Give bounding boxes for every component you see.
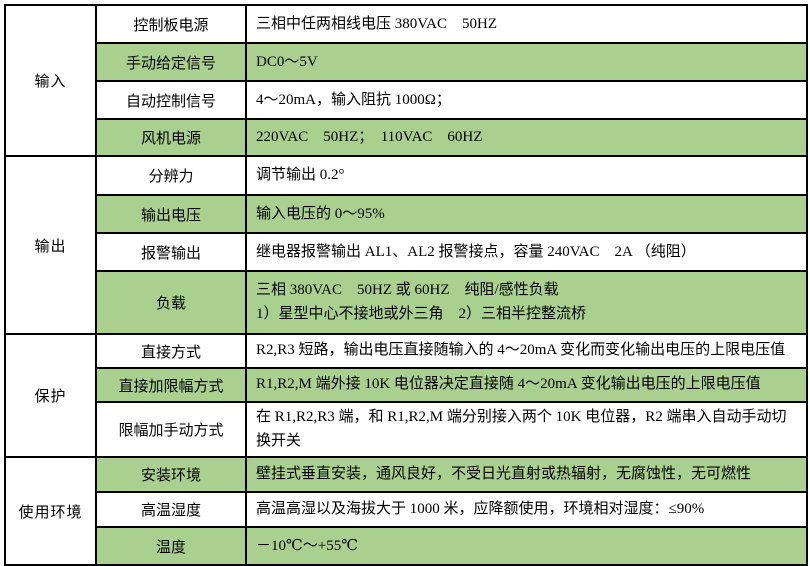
category-cell-environment: 使用环境 [4, 456, 97, 566]
spec-label-cell: 风机电源 [95, 118, 247, 157]
spec-label-cell: 报警输出 [95, 232, 247, 272]
spec-label-cell: 直接方式 [95, 333, 247, 369]
spec-label-cell: 限幅加手动方式 [95, 401, 247, 458]
spec-value-cell: 高温高湿以及海拔大于 1000 米，应降额使用，环境相对湿度：≤90% [245, 491, 808, 528]
spec-value-cell: R2,R3 短路，输出电压直接随输入的 4～20mA 变化而变化输出电压的上限电… [245, 333, 808, 369]
spec-label-cell: 直接加限幅方式 [95, 367, 247, 403]
category-cell-output: 输出 [4, 155, 97, 335]
spec-label-cell: 高温湿度 [95, 491, 247, 528]
spec-label-cell: 控制板电源 [95, 4, 247, 44]
spec-value-cell: R1,R2,M 端外接 10K 电位器决定直接随 4～20mA 变化输出电压的上… [245, 367, 808, 403]
spec-value-cell: 调节输出 0.2° [245, 155, 808, 196]
spec-value-cell: 220VAC 50HZ； 110VAC 60HZ [245, 118, 808, 157]
spec-value-cell: 三相中任两相线电压 380VAC 50HZ [245, 4, 808, 44]
spec-value-cell: 在 R1,R2,R3 端，和 R1,R2,M 端分别接入两个 10K 电位器，R… [245, 401, 808, 458]
spec-label-cell: 手动给定信号 [95, 42, 247, 82]
spec-label-cell: 负载 [95, 270, 247, 335]
spec-value-cell: 继电器报警输出 AL1、AL2 报警接点，容量 240VAC 2A （纯阻） [245, 232, 808, 272]
category-cell-input: 输入 [4, 4, 97, 157]
spec-table: 输入 控制板电源 三相中任两相线电压 380VAC 50HZ 手动给定信号 DC… [4, 4, 808, 566]
spec-value-cell: －10℃～+55℃ [245, 526, 808, 566]
category-cell-protection: 保护 [4, 333, 97, 458]
spec-label-cell: 输出电压 [95, 194, 247, 234]
spec-label-cell: 安装环境 [95, 456, 247, 493]
spec-value-cell: 4～20mA，输入阻抗 1000Ω； [245, 80, 808, 120]
spec-label-cell: 分辨力 [95, 155, 247, 196]
spec-label-cell: 自动控制信号 [95, 80, 247, 120]
spec-label-cell: 温度 [95, 526, 247, 566]
spec-value-cell: 壁挂式垂直安装，通风良好，不受日光直射或热辐射，无腐蚀性，无可燃性 [245, 456, 808, 493]
spec-value-cell: 三相 380VAC 50HZ 或 60HZ 纯阻/感性负载 1）星型中心不接地或… [245, 270, 808, 335]
spec-value-cell: 输入电压的 0～95% [245, 194, 808, 234]
spec-value-cell: DC0～5V [245, 42, 808, 82]
